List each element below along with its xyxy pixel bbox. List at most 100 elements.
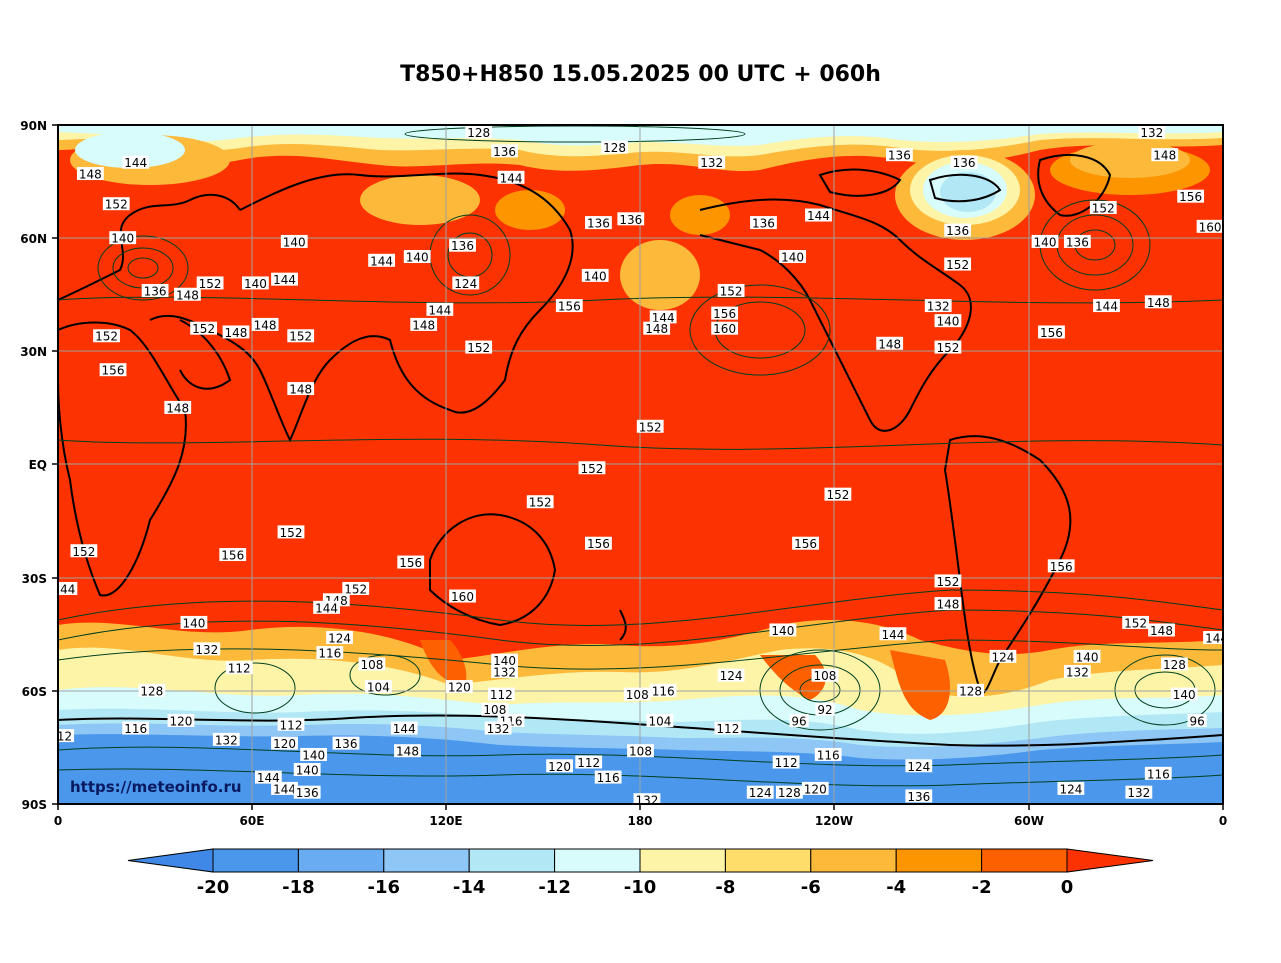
contour-label: 156 — [399, 556, 422, 570]
contour-label: 136 — [619, 213, 642, 227]
contour-label-bg — [717, 283, 745, 297]
contour-label-bg — [242, 276, 269, 290]
contour-label-bg — [876, 336, 904, 350]
contour-label: 144 — [1205, 632, 1228, 646]
contour-label-bg — [58, 729, 75, 743]
colorbar-tick-label: 0 — [1061, 877, 1074, 898]
contour-label: 152 — [936, 575, 959, 589]
contour-label: 140 — [283, 235, 306, 249]
contour-label-bg — [905, 759, 933, 773]
lon-label-180: 180 — [627, 814, 652, 828]
contour-label-bg — [1093, 299, 1120, 313]
colorbar-segment — [468, 848, 556, 873]
contour-label: 140 — [296, 764, 319, 778]
contour-label-bg — [585, 216, 612, 230]
contour-label-bg — [1063, 664, 1091, 678]
lat-label-30n: 30N — [20, 345, 47, 359]
contour-label-bg — [300, 747, 328, 761]
contour-label: 152 — [581, 462, 604, 476]
colorbar-tick-label: -10 — [624, 877, 657, 898]
contour-label-bg — [109, 231, 137, 245]
contour-label: 140 — [244, 277, 267, 291]
contour-label-bg — [1203, 631, 1223, 645]
contour-label: 152 — [199, 277, 222, 291]
contour-label-bg — [879, 627, 907, 641]
contour-label: 132 — [1127, 786, 1150, 800]
contour-label: 144 — [370, 254, 393, 268]
contour-label-bg — [358, 657, 386, 671]
contour-label-bg — [484, 721, 512, 735]
contour-label: 144 — [500, 171, 523, 185]
contour-label-bg — [193, 642, 221, 656]
contour-label-bg — [277, 717, 305, 731]
contour-label-bg — [779, 250, 806, 264]
contour-label: 124 — [991, 650, 1014, 664]
contour-label-bg — [643, 321, 671, 335]
contour-label-bg — [905, 789, 933, 803]
contour-label: 148 — [412, 318, 435, 332]
contour-label-bg — [1057, 781, 1085, 795]
contour-label: 132 — [493, 665, 516, 679]
contour-label-bg — [957, 683, 984, 697]
contour-label: 140 — [1034, 235, 1057, 249]
contour-label-bg — [481, 702, 509, 716]
contour-label-bg — [717, 668, 745, 682]
contour-label: 136 — [1066, 235, 1089, 249]
contour-label: 148 — [878, 337, 901, 351]
contour-label-bg — [714, 721, 742, 735]
contour-label: 144 — [393, 722, 416, 736]
contour-label: 144 — [257, 771, 280, 785]
contour-label-bg — [1063, 234, 1091, 248]
contour-label: 124 — [907, 760, 930, 774]
contour-label: 152 — [946, 258, 969, 272]
contour-label-bg — [555, 299, 583, 313]
contour-label-bg — [410, 317, 438, 331]
contour-label: 104 — [648, 715, 671, 729]
colorbar-tick-label: -18 — [282, 877, 315, 898]
contour-label: 112 — [577, 756, 600, 770]
colorbar-tick-label: -20 — [197, 877, 230, 898]
contour-label: 108 — [626, 688, 649, 702]
contour-label: 140 — [936, 315, 959, 329]
lat-label-60s: 60S — [22, 685, 47, 699]
contour-label: 160 — [1199, 220, 1222, 234]
colorbar-tick-label: -16 — [368, 877, 401, 898]
colorbar: -20 -18 -16 -14 -12 -10 -8 -6 -4 -2 0 — [127, 848, 1154, 898]
contour-label: 136 — [335, 737, 358, 751]
contour-label: 116 — [652, 684, 675, 698]
lat-label-30s: 30S — [22, 572, 47, 586]
lon-label-120w: 120W — [815, 814, 853, 828]
contour-label: 128 — [1163, 658, 1186, 672]
contour-label-bg — [1122, 615, 1150, 629]
contour-label: 92 — [817, 703, 832, 717]
contour-label-bg — [167, 714, 195, 728]
colorbar-segment — [895, 848, 983, 873]
colorbar-segment — [383, 848, 470, 873]
contour-label: 152 — [72, 545, 95, 559]
contour-label: 124 — [1059, 782, 1082, 796]
colorbar-tick-label: -2 — [972, 877, 992, 898]
contour-label-bg — [287, 329, 315, 343]
contour-label: 152 — [1092, 201, 1115, 215]
contour-label: 140 — [584, 269, 607, 283]
contour-label: 144 — [273, 782, 296, 796]
contour-label-bg — [636, 419, 664, 433]
contour-label-bg — [180, 615, 208, 629]
contour-label-bg — [789, 714, 809, 728]
contour-label-bg — [449, 589, 476, 603]
contour-label: 124 — [749, 786, 772, 800]
contour-label-bg — [122, 155, 150, 169]
contour-label: 144 — [273, 273, 296, 287]
contour-label-bg — [1138, 125, 1166, 139]
contour-label: 136 — [946, 224, 969, 238]
contour-label: 140 — [1076, 650, 1099, 664]
contour-label: 120 — [804, 782, 827, 796]
lat-label-90s: 90S — [22, 798, 47, 812]
contour-label: 144 — [124, 156, 147, 170]
contour-label: 144 — [881, 628, 904, 642]
colorbar-segment — [554, 848, 641, 873]
contour-label: 152 — [344, 582, 367, 596]
contour-label-bg — [623, 687, 651, 701]
contour-label: 152 — [826, 488, 849, 502]
